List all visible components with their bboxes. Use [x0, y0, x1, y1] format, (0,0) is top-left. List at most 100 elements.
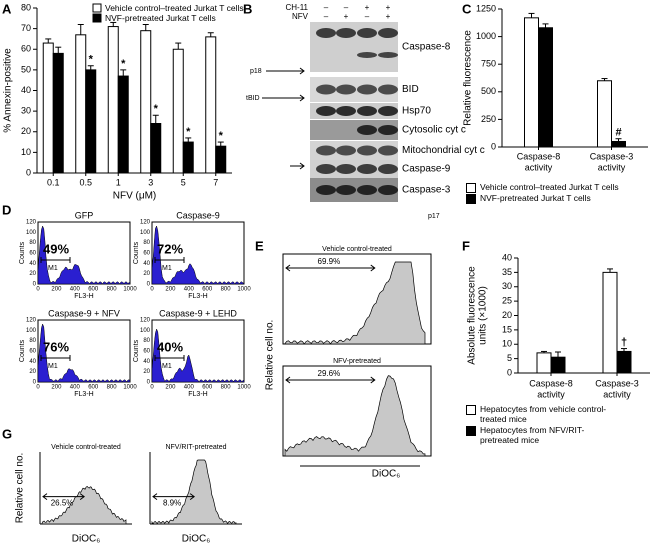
gate-label: M1: [162, 363, 172, 370]
y-axis-label: Absolute fluorescence: [467, 266, 478, 365]
y-tick-label: 40: [29, 359, 36, 365]
y-tick-label: 80: [29, 240, 36, 246]
plot-title: Vehicle control-treated: [322, 246, 392, 253]
significance-mark: #: [615, 127, 621, 139]
y-tick-label: 60: [29, 349, 36, 355]
y-tick-label: 80: [29, 338, 36, 344]
bar: [616, 350, 632, 374]
y-tick-label: 50: [21, 64, 31, 74]
gate-percent: 26.5%: [51, 499, 74, 508]
y-tick-label: 100: [26, 230, 37, 236]
x-tick-label: 5: [181, 177, 186, 187]
y-tick-label: 0: [26, 167, 31, 177]
blot-label: BID: [402, 84, 419, 95]
blot-strip: [310, 120, 398, 140]
blot-band: [336, 145, 356, 156]
significance-mark: †: [621, 336, 627, 348]
significance-mark: *: [219, 130, 224, 142]
gate-arrow: [285, 264, 376, 272]
x-tick-label: 800: [107, 385, 118, 391]
plot-title: Caspase-9 + LEHD: [159, 308, 237, 318]
y-tick-label: 70: [21, 23, 31, 33]
blot-header: CH-11: [285, 3, 308, 12]
y-tick-label: 40: [502, 252, 512, 262]
y-tick-label: 20: [502, 310, 512, 320]
blot-marker: p17: [428, 213, 440, 220]
legend-item: NVF-pretreated Jurkat T cells: [466, 193, 665, 204]
bar: [107, 26, 119, 174]
legend-label: Vehicle control–treated Jurkat T cells: [105, 3, 244, 13]
blot-band: [378, 164, 398, 174]
bar: [140, 30, 152, 174]
legend-label: Hepatocytes from vehicle control-treated…: [480, 404, 607, 424]
bar: [52, 52, 64, 174]
x-tick-label: Caspase-3: [590, 151, 634, 161]
y-tick-label: 100: [140, 328, 151, 334]
x-tick-label: 200: [51, 287, 62, 293]
blot-band: [316, 164, 336, 174]
x-tick-label: 0.1: [47, 177, 60, 187]
panel-letter: E: [255, 238, 264, 253]
histogram: [41, 485, 127, 525]
x-tick-label: 1: [116, 177, 121, 187]
bar: [75, 34, 87, 174]
y-axis-label: Relative cell no.: [15, 453, 26, 524]
legend-label: NVF-pretreated Jurkat T cells: [480, 193, 591, 203]
blot-label: Caspase-8: [402, 42, 451, 53]
blot-arrow: [290, 162, 305, 170]
y-tick-label: 1000: [476, 31, 496, 41]
gate-percent: 29.6%: [318, 369, 341, 378]
blot-band: [357, 185, 377, 195]
y-tick-label: 10: [502, 339, 512, 349]
blot-sign: +: [365, 3, 370, 12]
bar: [205, 36, 217, 174]
y-axis-label: Counts: [19, 339, 26, 362]
gate-percent: 49%: [43, 241, 69, 256]
y-tick-label: 20: [143, 271, 150, 277]
x-tick-label: 200: [51, 385, 62, 391]
gate-label: M1: [162, 265, 172, 272]
x-tick-label: 800: [107, 287, 118, 293]
blot-band: [336, 84, 356, 95]
y-tick-label: 60: [21, 44, 31, 54]
histogram: [37, 225, 131, 285]
y-tick-label: 60: [143, 251, 150, 257]
blot-label: Hsp70: [402, 106, 431, 117]
histogram: [151, 328, 245, 383]
gate-arrow: [42, 493, 85, 501]
significance-mark: *: [89, 54, 94, 66]
bar: [215, 145, 227, 174]
blot-sign: –: [324, 12, 329, 21]
gate-arrow: [285, 376, 376, 384]
y-tick-label: 30: [21, 106, 31, 116]
blot-header: NFV: [292, 12, 309, 21]
blot-sign: –: [324, 3, 329, 12]
gate-percent: 8.9%: [163, 499, 181, 508]
legend-label: NVF-pretreated Jurkat T cells: [105, 13, 216, 23]
x-tick-label: 1000: [123, 287, 137, 293]
legend-swatch: [92, 13, 102, 23]
plot-title: NFV/RIT-pretreated: [165, 444, 226, 451]
x-tick-label: activity: [598, 162, 626, 172]
histogram: [284, 375, 426, 457]
blot-band: [316, 106, 336, 116]
y-tick-label: 0: [147, 380, 151, 386]
x-tick-label: 0: [150, 385, 154, 391]
legend-swatch: [466, 183, 476, 193]
y-tick-label: 80: [143, 240, 150, 246]
bar: [597, 80, 612, 148]
blot-band: [357, 84, 377, 95]
blot-band: [378, 28, 398, 38]
legend-item: Hepatocytes from NFV/RIT-pretreated mice: [466, 425, 616, 445]
legend-swatch: [466, 194, 476, 204]
plot-frame: [151, 221, 245, 285]
x-tick-label: 1000: [123, 385, 137, 391]
gate-label: M1: [48, 265, 58, 272]
blot-arrow: [266, 67, 305, 75]
blot-label: Mitochondrial cyt c: [402, 145, 485, 156]
bar: [538, 27, 553, 148]
panel-letter: C: [462, 1, 472, 16]
y-tick-label: 5: [507, 353, 512, 363]
